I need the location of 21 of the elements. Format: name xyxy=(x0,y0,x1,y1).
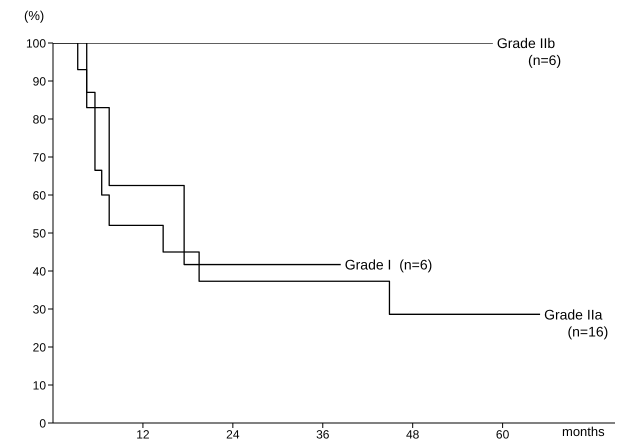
series-label: Grade IIa (n=16) xyxy=(544,306,608,340)
y-tick-label: 20 xyxy=(32,340,46,354)
x-tick-label: 60 xyxy=(496,428,510,442)
x-axis-title: months xyxy=(562,424,605,439)
series-label: Grade IIb (n=6) xyxy=(496,35,562,68)
x-tick-label: 12 xyxy=(136,428,150,442)
y-tick-label: 40 xyxy=(32,264,46,278)
x-tick-label: 48 xyxy=(406,428,420,442)
series-label: Grade I (n=6) xyxy=(344,256,432,273)
y-tick-label: 10 xyxy=(32,378,46,392)
y-axis-title: (%) xyxy=(24,8,44,23)
y-tick-label: 100 xyxy=(26,36,46,50)
y-tick-label: 50 xyxy=(32,226,46,240)
y-tick-label: 30 xyxy=(32,302,46,316)
y-tick-label: 80 xyxy=(32,112,46,126)
y-tick-label: 90 xyxy=(32,74,46,88)
y-tick-label: 70 xyxy=(32,150,46,164)
y-tick-label: 0 xyxy=(39,416,46,430)
y-tick-label: 60 xyxy=(32,188,46,202)
x-tick-label: 24 xyxy=(226,428,240,442)
x-tick-label: 36 xyxy=(316,428,330,442)
